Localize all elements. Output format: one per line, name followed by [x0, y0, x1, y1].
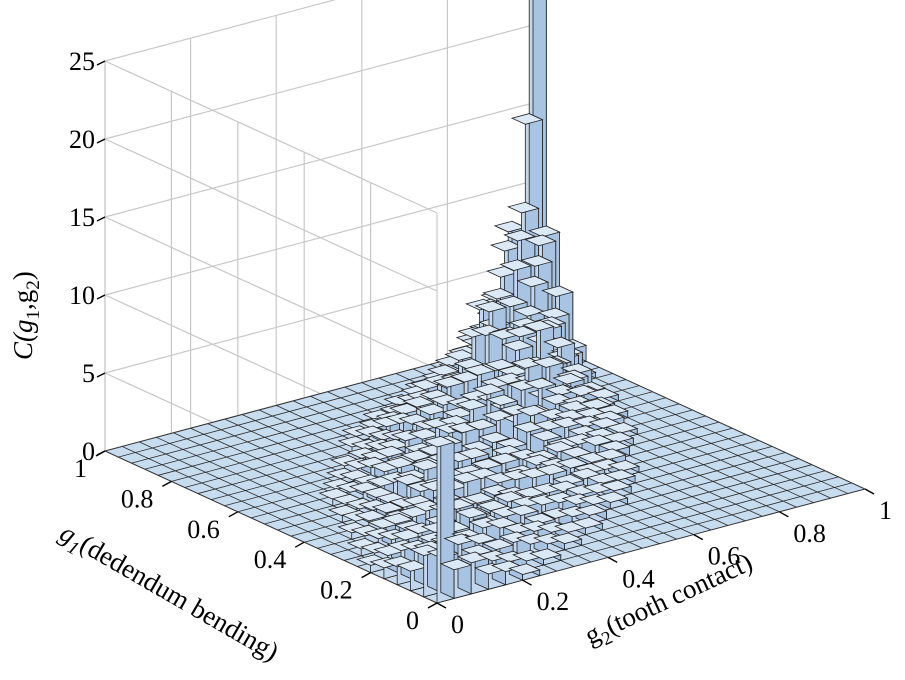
g1-axis-label: g1(dedendum bending) — [52, 517, 284, 672]
z-tick — [96, 60, 106, 66]
z-axis-label: C(g1,g2) — [8, 271, 44, 360]
histogram-bar — [529, 548, 562, 566]
z-tick-label: 15 — [69, 203, 95, 232]
g1-tick — [95, 450, 106, 457]
z-tick-label: 5 — [82, 359, 95, 388]
g2-axis-label: g2(tooth contact) — [580, 547, 759, 656]
histogram-bar — [439, 558, 473, 599]
g2-tick-label: 0.8 — [793, 519, 826, 548]
histogram-bar — [422, 435, 456, 604]
g1-tick-label: 0 — [406, 606, 419, 635]
z-gridline — [104, 258, 534, 374]
g2-tick-label: 0.2 — [537, 587, 570, 616]
z-tick-label: 20 — [69, 125, 95, 154]
z-gridline — [104, 216, 438, 370]
histogram-bar — [508, 563, 541, 581]
g2-tick — [864, 488, 875, 495]
histogram-bar — [595, 491, 629, 510]
z-tick — [96, 138, 106, 144]
z-gridline — [104, 60, 438, 214]
z-gridline — [104, 180, 534, 296]
z-gridline — [104, 102, 534, 218]
histogram-bar — [571, 516, 604, 536]
g2-tick-label: 0.6 — [708, 542, 741, 571]
g2-tick-label: 1 — [879, 496, 892, 525]
histogram-bar — [586, 387, 620, 406]
g2-tick — [436, 602, 447, 609]
z-gridline — [104, 138, 438, 292]
histogram-bars — [318, 0, 641, 604]
z-gridline — [104, 0, 337, 62]
g1-tick — [228, 511, 239, 518]
g1-tick-label: 1 — [74, 454, 87, 483]
g2-tick-label: 0.4 — [622, 564, 655, 593]
g1-tick-label: 0.6 — [187, 515, 220, 544]
z-tick-label: 10 — [69, 281, 95, 310]
g1-tick — [162, 480, 172, 488]
g2-tick-label: 0 — [451, 610, 464, 639]
z-tick — [96, 216, 106, 222]
z-gridline — [104, 24, 534, 140]
g1-tick-label: 0.2 — [320, 576, 353, 605]
g1-tick-label: 0.4 — [254, 545, 287, 574]
g1-tick — [361, 571, 371, 579]
histogram-bar — [605, 421, 639, 440]
z-tick-label: 0 — [82, 437, 95, 466]
g1-tick — [294, 541, 305, 548]
g2-tick — [693, 533, 704, 541]
z-tick-label: 25 — [69, 47, 95, 76]
histogram-bar — [550, 532, 583, 551]
g1-tick-label: 0.8 — [121, 484, 154, 513]
z-tick — [96, 372, 106, 378]
g1-tick — [427, 602, 438, 609]
g2-tick — [779, 511, 789, 518]
z-tick — [96, 294, 106, 300]
g2-tick — [522, 579, 532, 586]
g2-tick — [607, 556, 618, 564]
